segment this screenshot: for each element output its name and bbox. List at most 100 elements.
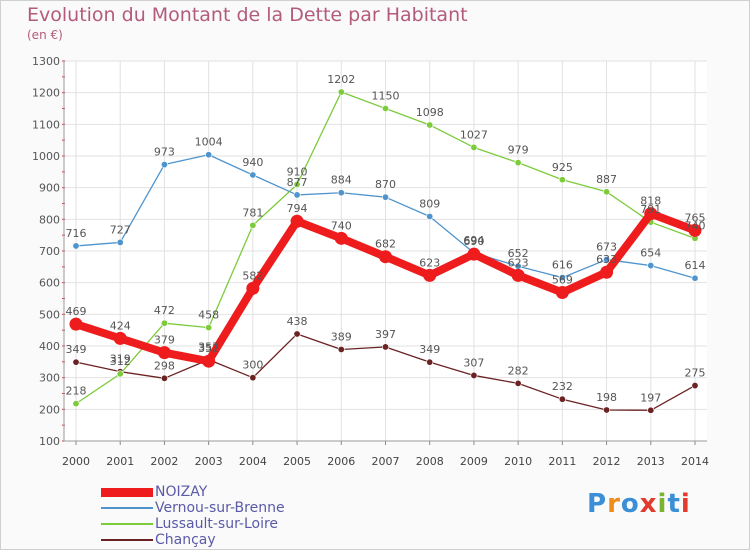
data-point-vernou-sur-brenne bbox=[337, 189, 345, 197]
data-label-vernou-sur-brenne: 727 bbox=[110, 223, 131, 236]
data-point-noizay bbox=[69, 317, 83, 331]
data-label-vernou-sur-brenne: 877 bbox=[287, 176, 308, 189]
data-label-noizay: 569 bbox=[552, 273, 573, 286]
y-tick-label: 900 bbox=[39, 182, 60, 195]
data-label-noizay: 623 bbox=[419, 256, 440, 269]
legend: NOIZAY Vernou-sur-Brenne Lussault-sur-Lo… bbox=[101, 484, 285, 548]
y-tick-label: 700 bbox=[39, 245, 60, 258]
data-label-chan-ay: 349 bbox=[66, 343, 87, 356]
x-tick-label: 2009 bbox=[460, 455, 488, 468]
data-label-lussault-sur-loire: 458 bbox=[198, 309, 219, 322]
y-tick-label: 100 bbox=[39, 435, 60, 448]
data-point-noizay bbox=[157, 346, 171, 360]
data-label-chan-ay: 298 bbox=[154, 359, 175, 372]
data-label-lussault-sur-loire: 887 bbox=[596, 173, 617, 186]
data-label-noizay: 633 bbox=[596, 253, 617, 266]
data-point-lussault-sur-loire bbox=[603, 188, 611, 196]
y-tick-label: 300 bbox=[39, 372, 60, 385]
data-point-noizay bbox=[600, 265, 614, 279]
data-label-vernou-sur-brenne: 614 bbox=[685, 259, 706, 272]
data-label-vernou-sur-brenne: 870 bbox=[375, 178, 396, 191]
x-tick-label: 2004 bbox=[239, 455, 267, 468]
y-tick-label: 1200 bbox=[32, 87, 60, 100]
data-label-chan-ay: 197 bbox=[640, 391, 661, 404]
y-tick-label: 1300 bbox=[32, 55, 60, 68]
x-tick-label: 2006 bbox=[327, 455, 355, 468]
x-tick-label: 2011 bbox=[548, 455, 576, 468]
data-point-lussault-sur-loire bbox=[514, 159, 522, 167]
data-point-chan-ay bbox=[249, 374, 257, 382]
data-point-chan-ay bbox=[470, 371, 478, 379]
data-point-noizay bbox=[113, 331, 127, 345]
data-label-noizay: 352 bbox=[198, 342, 219, 355]
y-tick-label: 1100 bbox=[32, 118, 60, 131]
data-point-lussault-sur-loire bbox=[293, 181, 301, 189]
chart-title: Evolution du Montant de la Dette par Hab… bbox=[27, 4, 468, 26]
x-tick-label: 2012 bbox=[593, 455, 621, 468]
data-point-chan-ay bbox=[603, 406, 611, 414]
data-label-chan-ay: 397 bbox=[375, 328, 396, 341]
data-label-chan-ay: 300 bbox=[242, 359, 263, 372]
legend-swatch-lussault bbox=[101, 523, 153, 525]
data-point-vernou-sur-brenne bbox=[249, 171, 257, 179]
data-point-chan-ay bbox=[160, 374, 168, 382]
data-label-vernou-sur-brenne: 1004 bbox=[195, 136, 223, 149]
data-label-lussault-sur-loire: 979 bbox=[508, 144, 529, 157]
data-label-noizay: 379 bbox=[154, 334, 175, 347]
data-label-chan-ay: 349 bbox=[419, 343, 440, 356]
x-tick-label: 2013 bbox=[637, 455, 665, 468]
x-tick-label: 2001 bbox=[106, 455, 134, 468]
data-point-vernou-sur-brenne bbox=[558, 274, 566, 282]
data-label-chan-ay: 198 bbox=[596, 391, 617, 404]
data-point-noizay bbox=[246, 281, 260, 295]
data-label-vernou-sur-brenne: 673 bbox=[596, 241, 617, 254]
proxiti-logo: Proxiti bbox=[587, 489, 691, 519]
data-point-lussault-sur-loire bbox=[558, 176, 566, 184]
data-label-vernou-sur-brenne: 973 bbox=[154, 146, 175, 159]
data-point-noizay bbox=[644, 207, 658, 221]
data-label-vernou-sur-brenne: 694 bbox=[463, 234, 484, 247]
data-label-lussault-sur-loire: 1202 bbox=[327, 73, 355, 86]
data-point-chan-ay bbox=[558, 395, 566, 403]
data-label-lussault-sur-loire: 791 bbox=[640, 203, 661, 216]
data-point-vernou-sur-brenne bbox=[691, 274, 699, 282]
data-point-chan-ay bbox=[514, 379, 522, 387]
legend-item-noizay: NOIZAY bbox=[101, 484, 285, 500]
data-point-vernou-sur-brenne bbox=[647, 262, 655, 270]
data-label-lussault-sur-loire: 1150 bbox=[372, 90, 400, 103]
data-point-vernou-sur-brenne bbox=[116, 238, 124, 246]
data-point-lussault-sur-loire bbox=[249, 221, 257, 229]
data-label-chan-ay: 357 bbox=[198, 341, 219, 354]
data-point-vernou-sur-brenne bbox=[72, 242, 80, 250]
data-point-noizay bbox=[467, 247, 481, 261]
data-point-lussault-sur-loire bbox=[426, 121, 434, 129]
data-label-noizay: 765 bbox=[685, 211, 706, 224]
data-point-chan-ay bbox=[337, 345, 345, 353]
legend-swatch-chancay bbox=[101, 539, 153, 541]
data-label-chan-ay: 307 bbox=[463, 356, 484, 369]
data-label-noizay: 794 bbox=[287, 202, 308, 215]
data-label-lussault-sur-loire: 910 bbox=[287, 166, 308, 179]
data-label-noizay: 690 bbox=[463, 235, 484, 248]
x-tick-label: 2000 bbox=[62, 455, 90, 468]
data-label-vernou-sur-brenne: 654 bbox=[640, 247, 661, 260]
data-label-chan-ay: 275 bbox=[685, 367, 706, 380]
y-tick-label: 800 bbox=[39, 213, 60, 226]
x-tick-label: 2014 bbox=[681, 455, 709, 468]
data-label-lussault-sur-loire: 781 bbox=[242, 206, 263, 219]
data-label-lussault-sur-loire: 472 bbox=[154, 304, 175, 317]
data-label-noizay: 818 bbox=[640, 195, 661, 208]
data-label-noizay: 582 bbox=[242, 269, 263, 282]
data-label-lussault-sur-loire: 1098 bbox=[416, 106, 444, 119]
data-label-vernou-sur-brenne: 884 bbox=[331, 174, 352, 187]
data-label-vernou-sur-brenne: 809 bbox=[419, 197, 440, 210]
data-label-lussault-sur-loire: 312 bbox=[110, 355, 131, 368]
data-point-chan-ay bbox=[647, 406, 655, 414]
data-label-chan-ay: 319 bbox=[110, 353, 131, 366]
data-label-chan-ay: 232 bbox=[552, 380, 573, 393]
x-tick-label: 2007 bbox=[372, 455, 400, 468]
data-label-noizay: 740 bbox=[331, 219, 352, 232]
x-tick-label: 2002 bbox=[150, 455, 178, 468]
data-point-vernou-sur-brenne bbox=[205, 151, 213, 159]
x-tick-label: 2010 bbox=[504, 455, 532, 468]
